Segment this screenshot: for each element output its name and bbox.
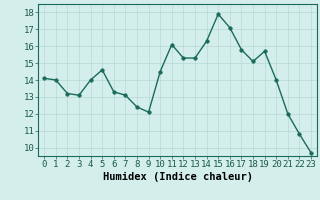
X-axis label: Humidex (Indice chaleur): Humidex (Indice chaleur) [103,172,252,182]
